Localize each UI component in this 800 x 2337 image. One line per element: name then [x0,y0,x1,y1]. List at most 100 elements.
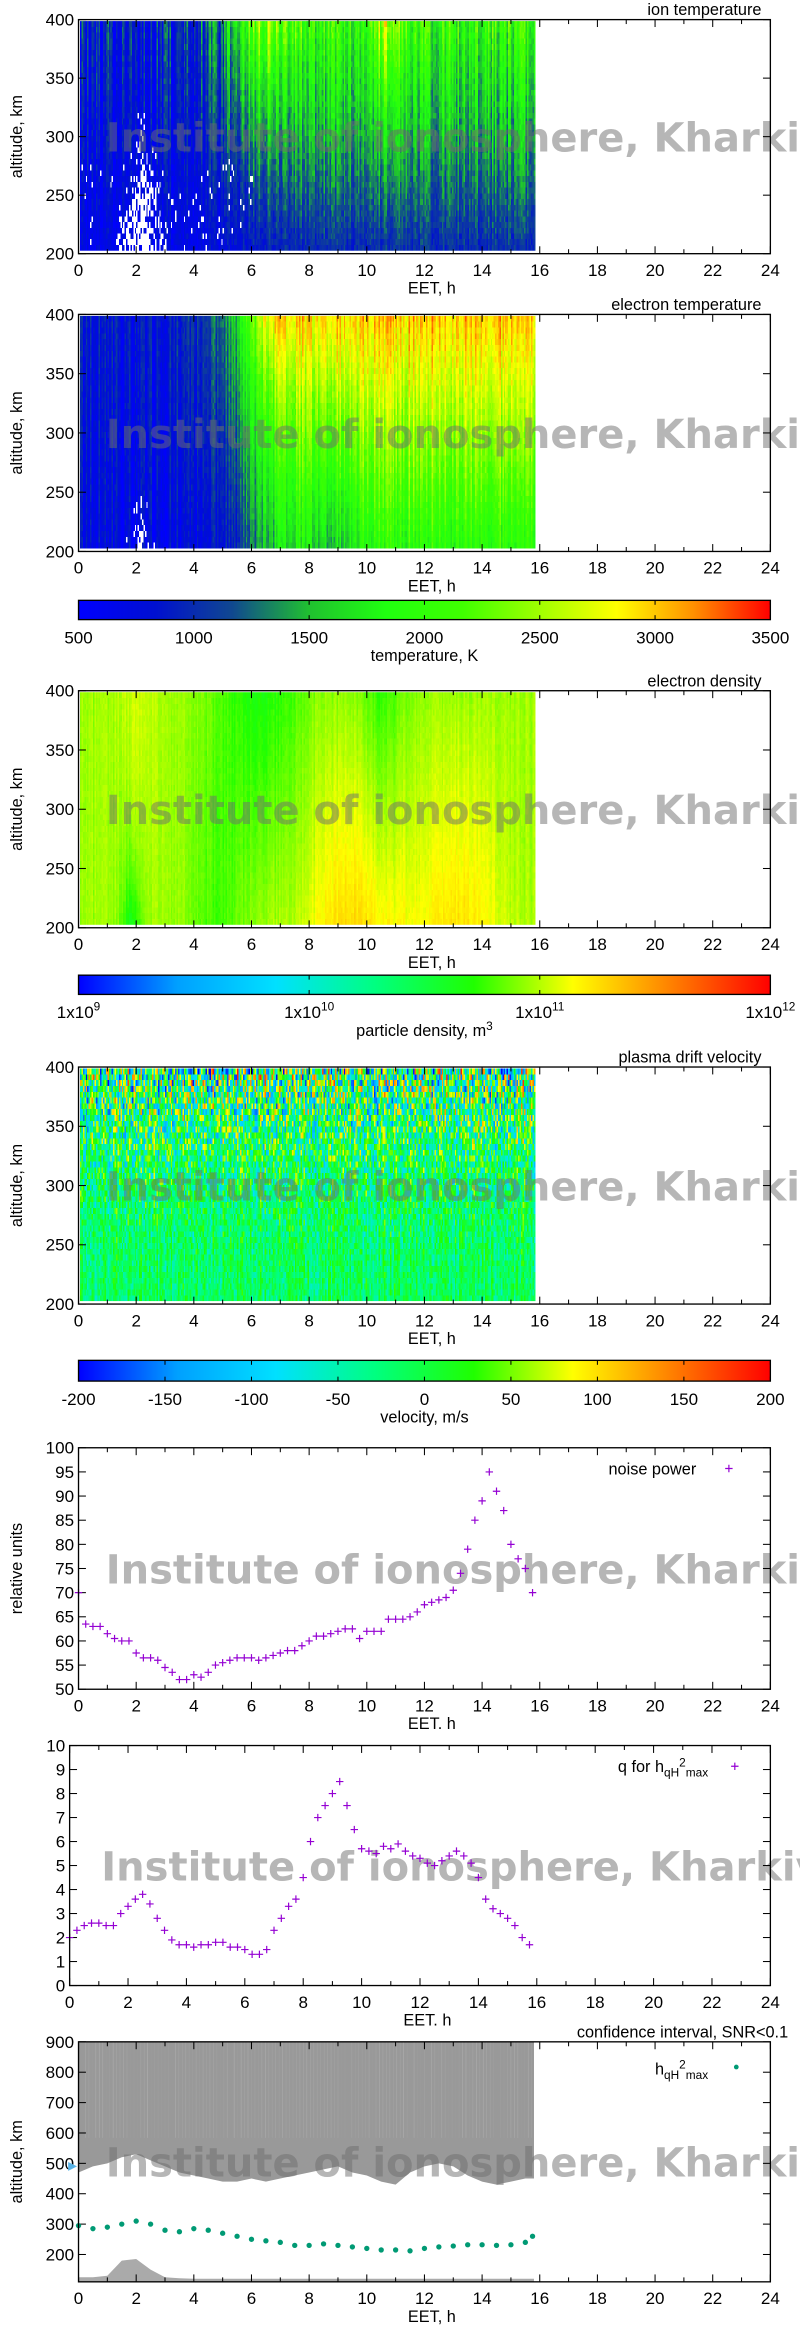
data-point [190,1671,198,1679]
x-tick-label: 14 [473,1696,492,1715]
data-point [241,1945,249,1954]
data-point [489,1905,497,1913]
colorbar-tick-label: 3000 [636,628,674,647]
data-point [435,1596,443,1604]
x-tick-label: 14 [473,1311,492,1330]
x-tick-label: 0 [74,559,83,578]
data-point [314,1813,322,1822]
tick-exponent: 10 [321,1000,335,1014]
x-tick-label: 0 [74,2289,83,2308]
data-point [117,1909,125,1918]
y-tick-label: 90 [55,1487,74,1506]
data-point [96,1622,104,1631]
data-point [124,1902,132,1911]
data-point [503,1914,512,1923]
data-point [350,1825,359,1834]
x-tick-label: 10 [357,1696,376,1715]
y-tick-label: 300 [46,800,74,819]
data-point [496,1909,504,1918]
x-tick-label: 6 [247,1696,256,1715]
data-point [176,2229,183,2235]
y-tick-label: 300 [46,424,74,443]
data-point [305,1637,313,1645]
x-tick-label: 22 [703,559,722,578]
y-tick-label: 400 [46,2185,74,2204]
x-tick-label: 18 [588,2289,607,2308]
data-point [420,1601,429,1609]
colorbar-tick-label: 100 [583,1390,611,1409]
x-tick-label: 2 [131,1696,140,1715]
legend-marker [733,2064,739,2070]
legend-sup: 2 [679,1755,686,1769]
x-tick-label: 24 [761,1993,780,2012]
data-point [133,2218,139,2224]
data-point [528,1588,537,1597]
x-tick-label: 20 [646,935,665,954]
data-point [423,1859,432,1867]
x-tick-label: 6 [247,261,256,280]
data-point [401,1847,410,1855]
data-point [291,1646,299,1655]
data-point [321,1801,329,1810]
y-axis-label: relative units [8,1523,26,1614]
data-point [247,1654,256,1662]
x-tick-label: 4 [189,2289,198,2308]
colorbar-0: 500 1000 1500 2000 2500 3000 3500 temperature, … [64,599,789,665]
watermark: Institute of ionosphere, Kharkiv [101,1844,800,1890]
data-point [408,1852,417,1860]
x-tick-label: 20 [646,2289,665,2308]
tick-base: 1x10 [515,1003,552,1022]
y-tick-label: 85 [55,1511,74,1530]
x-tick-label: 20 [646,1311,665,1330]
data-point [416,1854,424,1863]
colorbar-label-text: temperature, K [371,647,479,665]
data-point [430,1861,439,1870]
x-tick-label: 16 [530,1696,549,1715]
data-point [131,1895,140,1903]
data-point [357,1845,366,1853]
data-point [205,2227,211,2233]
y-axis-label: altitude, km [8,391,26,474]
data-point [438,1857,446,1865]
data-point [725,1464,733,1473]
x-tick-label: 10 [357,2289,376,2308]
data-point [355,1634,364,1643]
data-point [436,2244,442,2250]
data-point [160,1926,169,1935]
data-point [349,2244,356,2250]
y-tick-label: 8 [56,1784,65,1803]
x-tick-label: 8 [298,1993,307,2012]
x-tick-label: 22 [703,1993,722,2012]
x-tick-label: 16 [530,559,549,578]
data-point [514,1555,522,1563]
data-point [391,1615,400,1623]
data-point [234,2233,240,2239]
data-point [292,2242,298,2249]
x-tick-label: 20 [644,1993,663,2012]
data-point [263,1945,271,1954]
data-point [175,1675,184,1684]
data-point [328,1789,337,1798]
x-tick-label: 4 [189,261,198,280]
colorbar-tick-label: 2500 [521,628,559,647]
y-tick-label: 200 [46,2245,74,2264]
x-tick-label: 0 [65,1993,74,2012]
reference-arrow-icon [68,2161,78,2171]
colorbar-tick-label: 1x1011 [515,1000,565,1022]
data-point [529,2233,536,2239]
y-tick-label: 400 [46,682,74,701]
data-point [263,2238,269,2244]
data-point [407,2248,413,2254]
plot-frame [77,313,772,553]
data-point [460,1852,468,1860]
x-tick-label: 8 [304,935,313,954]
x-tick-label: 18 [588,935,607,954]
data-point [449,1586,457,1594]
data-point [445,1852,453,1860]
x-tick-label: 2 [131,559,140,578]
x-tick-label: 16 [530,1311,549,1330]
data-point [90,2226,96,2232]
x-tick-label: 0 [74,1696,83,1715]
